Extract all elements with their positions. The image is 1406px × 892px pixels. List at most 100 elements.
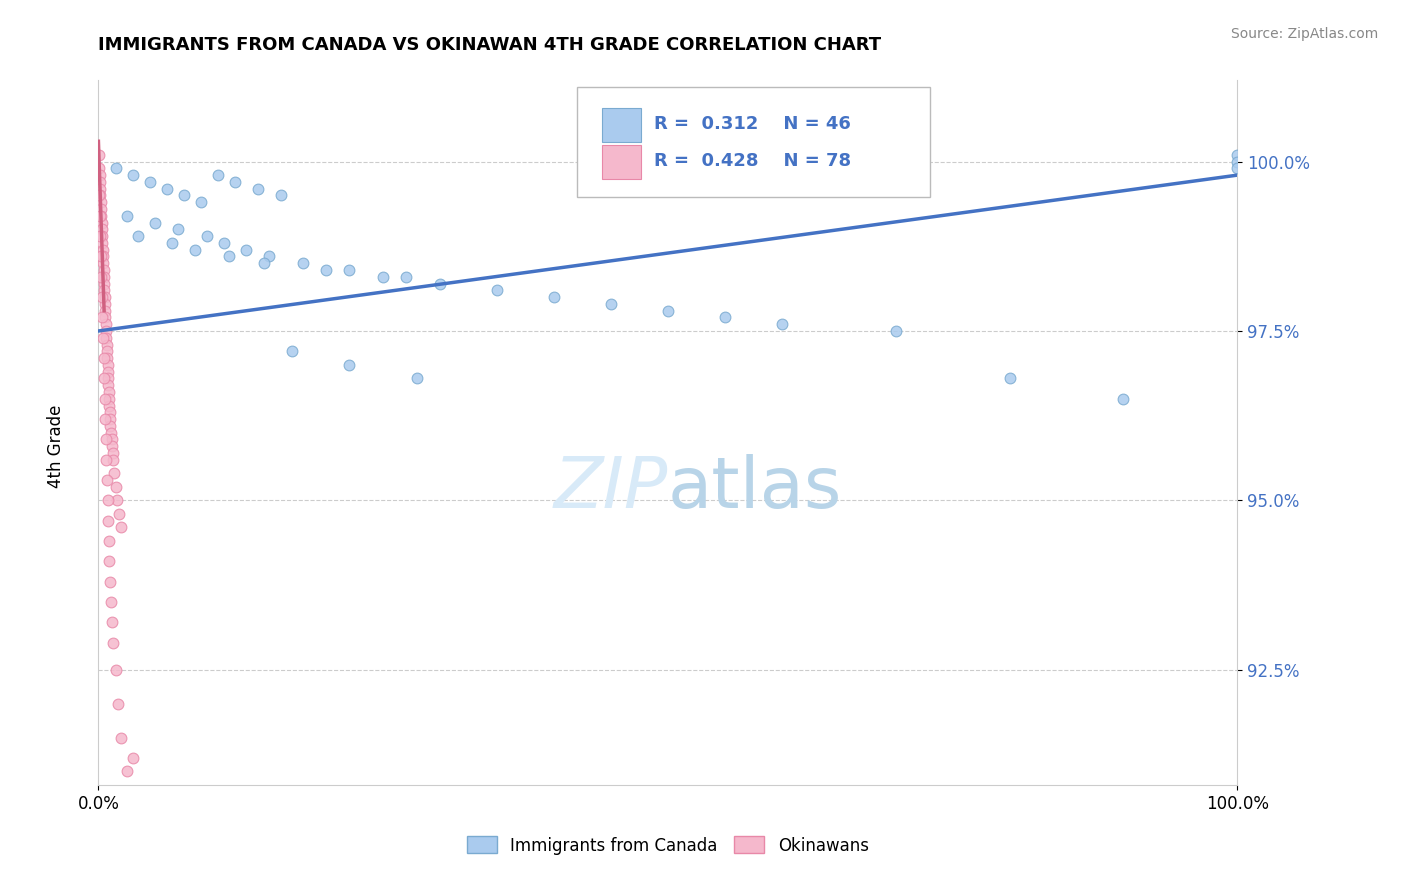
Point <box>94 297 117 311</box>
Point <box>89 175 111 189</box>
Point <box>91 310 114 325</box>
Point <box>97 384 120 399</box>
Point <box>252 256 274 270</box>
Point <box>93 283 115 297</box>
Point <box>246 182 269 196</box>
Point <box>162 235 184 250</box>
Point <box>600 297 623 311</box>
Text: 4th Grade: 4th Grade <box>48 404 65 488</box>
Point <box>395 269 418 284</box>
Point <box>96 473 118 487</box>
Point <box>105 493 128 508</box>
Point <box>91 256 114 270</box>
Point <box>93 371 115 385</box>
Point <box>97 534 120 549</box>
Point <box>90 216 112 230</box>
Point <box>90 209 112 223</box>
Point <box>101 446 124 460</box>
Point <box>91 229 114 244</box>
Point <box>93 392 115 406</box>
Point <box>224 175 246 189</box>
Point <box>371 269 394 284</box>
FancyBboxPatch shape <box>602 108 641 142</box>
Text: atlas: atlas <box>668 455 842 524</box>
Point <box>90 269 112 284</box>
Point <box>207 168 229 182</box>
Point <box>101 439 124 453</box>
Text: R =  0.312    N = 46: R = 0.312 N = 46 <box>654 115 851 133</box>
Point <box>89 161 111 176</box>
Point <box>91 235 114 250</box>
Point <box>89 188 111 202</box>
Point <box>281 344 304 359</box>
Point <box>90 290 112 304</box>
Point <box>173 188 195 202</box>
Point <box>107 697 129 711</box>
Point <box>108 507 131 521</box>
Point <box>96 351 118 365</box>
Point <box>89 182 111 196</box>
Point <box>315 263 337 277</box>
Point <box>96 493 118 508</box>
Point <box>98 574 121 589</box>
Point <box>91 250 114 264</box>
Point <box>94 317 117 331</box>
Point <box>406 371 429 385</box>
Point <box>1112 392 1135 406</box>
Point <box>100 595 122 609</box>
Point <box>90 202 112 216</box>
Point <box>110 520 132 534</box>
Point <box>115 209 138 223</box>
Point <box>93 290 115 304</box>
Point <box>337 263 360 277</box>
Point <box>127 229 149 244</box>
Point <box>184 243 207 257</box>
Point <box>195 229 218 244</box>
Point <box>104 480 127 494</box>
Point <box>90 250 112 264</box>
Point <box>292 256 315 270</box>
Point <box>96 324 118 338</box>
Point <box>770 317 793 331</box>
Point <box>103 635 125 649</box>
Point <box>212 235 235 250</box>
Point <box>337 358 360 372</box>
Point <box>1226 148 1249 162</box>
Legend: Immigrants from Canada, Okinawans: Immigrants from Canada, Okinawans <box>460 830 876 861</box>
Point <box>103 452 125 467</box>
Point <box>96 452 118 467</box>
Point <box>270 188 292 202</box>
Text: R =  0.428    N = 78: R = 0.428 N = 78 <box>654 153 851 170</box>
Point <box>87 148 110 162</box>
Point <box>104 161 127 176</box>
Point <box>90 195 112 210</box>
Point <box>89 168 111 182</box>
Point <box>98 412 121 426</box>
Point <box>1226 154 1249 169</box>
Point <box>94 303 117 318</box>
Point <box>100 433 122 447</box>
Point <box>167 222 190 236</box>
Point <box>94 433 117 447</box>
Point <box>156 182 179 196</box>
Point <box>884 324 907 338</box>
Point <box>97 365 120 379</box>
Text: Source: ZipAtlas.com: Source: ZipAtlas.com <box>1230 27 1378 41</box>
Point <box>103 467 125 481</box>
Text: IMMIGRANTS FROM CANADA VS OKINAWAN 4TH GRADE CORRELATION CHART: IMMIGRANTS FROM CANADA VS OKINAWAN 4TH G… <box>98 36 882 54</box>
Point <box>91 243 114 257</box>
Point <box>190 195 212 210</box>
Point <box>101 615 124 630</box>
Point <box>93 351 115 365</box>
Point <box>97 392 120 406</box>
Point <box>96 358 118 372</box>
Point <box>104 663 127 677</box>
Point <box>429 277 451 291</box>
Point <box>121 751 143 765</box>
Point <box>94 310 117 325</box>
FancyBboxPatch shape <box>576 87 929 196</box>
Point <box>259 250 281 264</box>
Point <box>91 331 114 345</box>
Text: ZIP: ZIP <box>554 455 668 524</box>
Point <box>93 269 115 284</box>
